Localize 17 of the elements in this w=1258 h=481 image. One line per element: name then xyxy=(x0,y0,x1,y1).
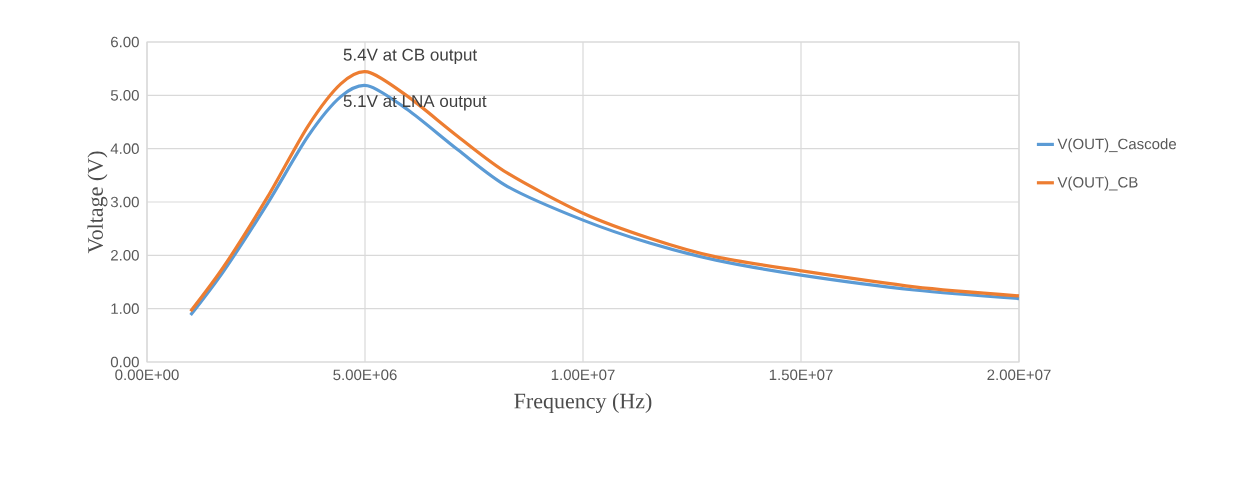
y-tick-label: 2.00 xyxy=(111,250,139,261)
y-axis-title: Voltage (V) xyxy=(87,151,108,254)
annotation: 5.4V at CB output xyxy=(343,48,478,65)
y-tick-label: 6.00 xyxy=(111,36,139,48)
legend-label: V(OUT)_Cascode xyxy=(1057,138,1176,153)
x-tick-label: 5.00E+06 xyxy=(333,369,397,381)
y-tick-label: 4.00 xyxy=(110,143,139,154)
x-tick-label: 1.50E+07 xyxy=(769,369,833,381)
x-tick-label: 2.00E+07 xyxy=(987,369,1051,381)
legend-label: V(OUT)_CB xyxy=(1057,176,1138,191)
y-tick-label: 3.00 xyxy=(110,196,139,208)
y-tick-label: 5.00 xyxy=(110,90,139,101)
x-axis-title: Frequency (Hz) xyxy=(514,392,652,413)
y-tick-label: 0.00 xyxy=(110,356,139,368)
x-tick-label: 1.00E+07 xyxy=(551,369,615,381)
x-tick-label: 0.00E+00 xyxy=(115,369,179,381)
y-tick-label: 1.00 xyxy=(111,303,139,314)
